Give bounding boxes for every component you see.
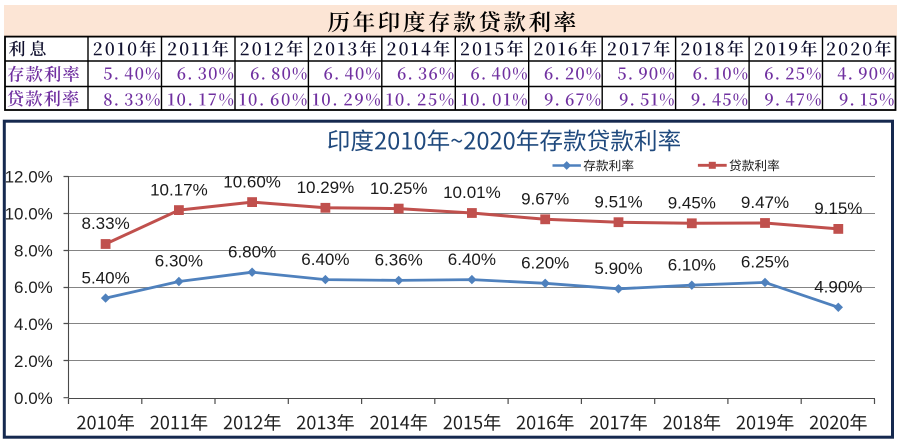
svg-text:10.01%: 10.01%: [443, 183, 501, 202]
svg-text:10.29%: 10.29%: [297, 178, 355, 197]
svg-text:10.0%: 10.0%: [5, 204, 53, 223]
svg-text:6.0%: 6.0%: [14, 278, 53, 297]
svg-text:2.0%: 2.0%: [14, 352, 53, 371]
svg-text:6.80%: 6.80%: [228, 242, 276, 261]
svg-text:5.90%: 5.90%: [594, 259, 642, 278]
svg-text:8.0%: 8.0%: [14, 241, 53, 260]
svg-text:10.60%: 10.60%: [223, 172, 281, 191]
svg-text:8.33%: 8.33%: [81, 214, 129, 233]
svg-text:12.0%: 12.0%: [5, 168, 53, 187]
svg-text:9.51%: 9.51%: [594, 192, 642, 211]
svg-text:4.90%: 4.90%: [814, 278, 862, 297]
svg-text:9.15%: 9.15%: [814, 199, 862, 218]
svg-text:0.0%: 0.0%: [14, 389, 53, 408]
svg-text:6.20%: 6.20%: [521, 254, 569, 273]
svg-text:9.47%: 9.47%: [741, 193, 789, 212]
svg-text:5.40%: 5.40%: [81, 268, 129, 287]
svg-text:6.40%: 6.40%: [301, 250, 349, 269]
svg-text:6.25%: 6.25%: [741, 253, 789, 272]
svg-text:6.40%: 6.40%: [448, 250, 496, 269]
svg-text:10.17%: 10.17%: [150, 180, 208, 199]
svg-text:9.67%: 9.67%: [521, 190, 569, 209]
svg-text:6.30%: 6.30%: [155, 252, 203, 271]
svg-text:10.25%: 10.25%: [370, 179, 428, 198]
svg-text:9.45%: 9.45%: [668, 194, 716, 213]
svg-text:6.10%: 6.10%: [668, 255, 716, 274]
svg-text:6.36%: 6.36%: [375, 251, 423, 270]
svg-text:4.0%: 4.0%: [14, 315, 53, 334]
